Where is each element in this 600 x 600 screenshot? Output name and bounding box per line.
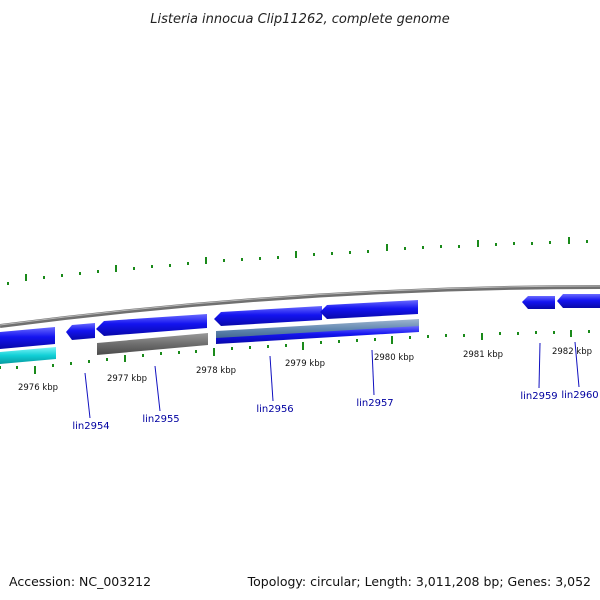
gene-label-lin2956[interactable]: lin2956 [256,404,293,415]
lower-tick-row [0,330,590,374]
genome-backbone [0,285,600,328]
gene-label-lin2957[interactable]: lin2957 [356,398,393,409]
gene-leader-lines [84,341,580,419]
kbp-label-2979: 2979 kbp [285,359,325,369]
gene-arrow-lin2960[interactable] [557,294,600,308]
gene-label-lin2954[interactable]: lin2954 [72,421,109,432]
kbp-label-2982: 2982 kbp [552,347,592,357]
kbp-labels: 2976 kbp 2977 kbp 2978 kbp 2979 kbp 2980… [18,347,592,393]
gene-label-lin2955[interactable]: lin2955 [142,414,179,425]
forward-genes [0,294,600,349]
kbp-label-2977: 2977 kbp [107,374,147,384]
kbp-label-2980: 2980 kbp [374,353,414,363]
upper-tick-row [7,237,588,285]
feature-blue-strip[interactable] [216,326,419,344]
feature-steel[interactable] [216,319,419,340]
reverse-features [0,319,419,364]
map-title: Listeria innocua Clip11262, complete gen… [150,12,449,27]
gene-arrow-lin2954[interactable] [66,323,95,340]
gene-arrow-lin2959[interactable] [522,296,555,309]
gene-label-lin2960[interactable]: lin2960 [561,390,598,401]
gene-arrow-lin2955[interactable] [96,314,207,336]
topology-text: Topology: circular; Length: 3,011,208 bp… [247,574,591,589]
gene-arrow-lin2956[interactable] [214,306,322,326]
gene-label-lin2959[interactable]: lin2959 [520,391,557,402]
gene-labels: lin2954 lin2955 lin2956 lin2957 lin2959 … [72,390,598,432]
gene-arrow-lin2953[interactable] [0,327,55,349]
accession-text: Accession: NC_003212 [9,574,151,589]
feature-gray[interactable] [97,333,208,355]
gene-arrow-lin2957[interactable] [320,300,418,319]
feature-cyan[interactable] [0,347,56,364]
kbp-label-2978: 2978 kbp [196,366,236,376]
kbp-label-2981: 2981 kbp [463,350,503,360]
kbp-label-2976: 2976 kbp [18,383,58,393]
